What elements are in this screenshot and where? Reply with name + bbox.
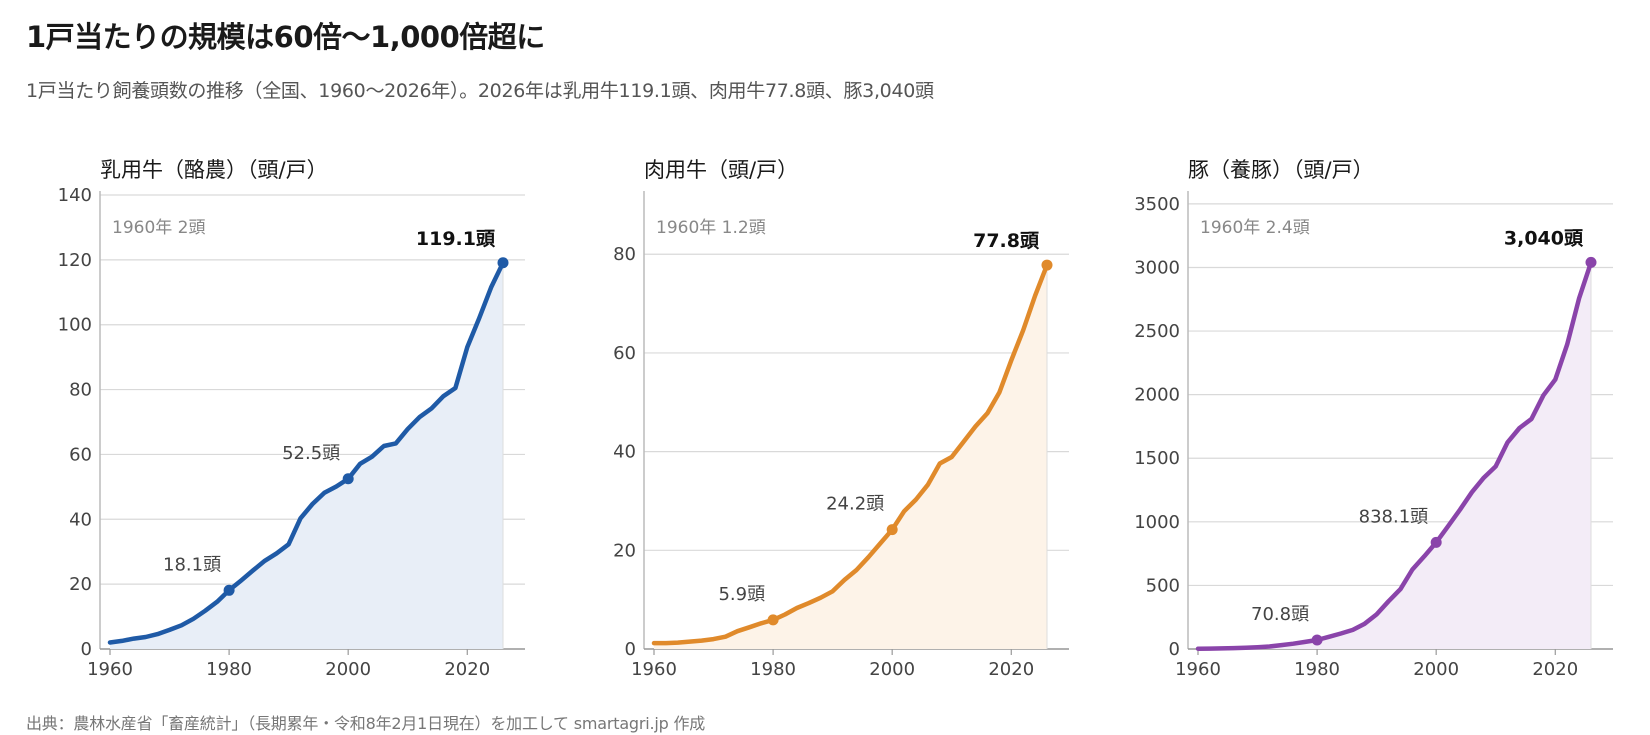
end-value-label: 119.1頭 (416, 228, 496, 250)
x-tick-label: 1960 (1175, 659, 1221, 680)
data-point-label: 5.9頭 (718, 584, 765, 605)
start-value-note: 1960年 2.4頭 (1200, 218, 1310, 238)
end-point-marker (1041, 259, 1053, 271)
x-tick-label: 2000 (325, 659, 371, 680)
data-point-label: 838.1頭 (1359, 506, 1429, 527)
panel-title: 乳用牛（酪農）（頭/戸） (100, 158, 328, 182)
data-point-label: 70.8頭 (1251, 604, 1309, 625)
source-note: 出典：農林水産省「畜産統計」（長期累年・令和8年2月1日現在）を加工して sma… (26, 714, 706, 733)
y-tick-label: 80 (69, 380, 92, 401)
series-line (107, 260, 506, 645)
series-area (1198, 262, 1591, 649)
data-point-label: 24.2頭 (826, 494, 884, 515)
x-tick-label: 2020 (988, 659, 1034, 680)
y-tick-label: 120 (58, 250, 92, 271)
y-tick-label: 500 (1146, 575, 1180, 596)
end-point-marker (497, 257, 509, 269)
y-tick-label: 40 (69, 509, 92, 530)
x-tick-label: 2000 (869, 659, 915, 680)
end-point-marker (1585, 256, 1597, 268)
y-tick-label: 20 (613, 540, 636, 561)
end-value-label: 3,040頭 (1504, 227, 1584, 249)
data-point-label: 18.1頭 (163, 554, 221, 575)
y-tick-label: 140 (58, 185, 92, 206)
data-point-marker (886, 524, 898, 536)
chart-panel-3: 豚（養豚）（頭/戸） 0 500 1000 1500 2000 2500 3000 3500 19… (1134, 158, 1613, 680)
x-tick-label: 2020 (444, 659, 490, 680)
y-tick-label: 3500 (1134, 194, 1180, 215)
x-tick-label: 1980 (1294, 659, 1340, 680)
series-line (651, 262, 1050, 646)
data-point-marker (1311, 634, 1323, 646)
chart-panel-1: 乳用牛（酪農）（頭/戸） 0 20 40 60 80 100 120 140 1960 1980 20… (58, 158, 525, 680)
data-point-marker (342, 473, 354, 485)
data-point-marker (223, 584, 235, 596)
y-tick-label: 40 (613, 442, 636, 463)
y-tick-label: 60 (69, 444, 92, 465)
panel-title: 肉用牛（頭/戸） (644, 158, 798, 182)
x-tick-label: 2020 (1532, 659, 1578, 680)
chart-panel-2: 肉用牛（頭/戸） 0 20 40 60 80 1960 1980 2000 2020 1960年 1… (613, 158, 1069, 680)
y-tick-label: 0 (81, 639, 92, 660)
y-tick-label: 60 (613, 343, 636, 364)
page-subtitle: 1戸当たり飼養頭数の推移（全国、1960〜2026年）。2026年は乳用牛119… (26, 80, 934, 102)
x-tick-label: 2000 (1413, 659, 1459, 680)
x-tick-label: 1960 (87, 659, 133, 680)
data-point-marker (1430, 536, 1442, 548)
y-tick-label: 3000 (1134, 257, 1180, 278)
y-tick-label: 2500 (1134, 321, 1180, 342)
y-tick-label: 20 (69, 574, 92, 595)
y-tick-label: 80 (613, 244, 636, 265)
y-tick-label: 1500 (1134, 448, 1180, 469)
y-tick-label: 0 (625, 639, 636, 660)
series-line (1195, 260, 1594, 651)
y-tick-label: 100 (58, 315, 92, 336)
page-title: 1戸当たりの規模は60倍〜1,000倍超に (26, 20, 545, 54)
series-area (110, 262, 503, 649)
series-area (654, 265, 1047, 649)
start-value-note: 1960年 2頭 (112, 218, 205, 238)
y-tick-label: 0 (1169, 639, 1180, 660)
x-tick-label: 1960 (631, 659, 677, 680)
data-point-label: 52.5頭 (282, 443, 340, 464)
x-tick-label: 1980 (206, 659, 252, 680)
start-value-note: 1960年 1.2頭 (656, 218, 766, 238)
end-value-label: 77.8頭 (973, 230, 1040, 252)
data-point-marker (767, 614, 779, 626)
panel-title: 豚（養豚）（頭/戸） (1188, 158, 1374, 182)
y-tick-label: 1000 (1134, 512, 1180, 533)
y-tick-label: 2000 (1134, 385, 1180, 406)
x-tick-label: 1980 (750, 659, 796, 680)
